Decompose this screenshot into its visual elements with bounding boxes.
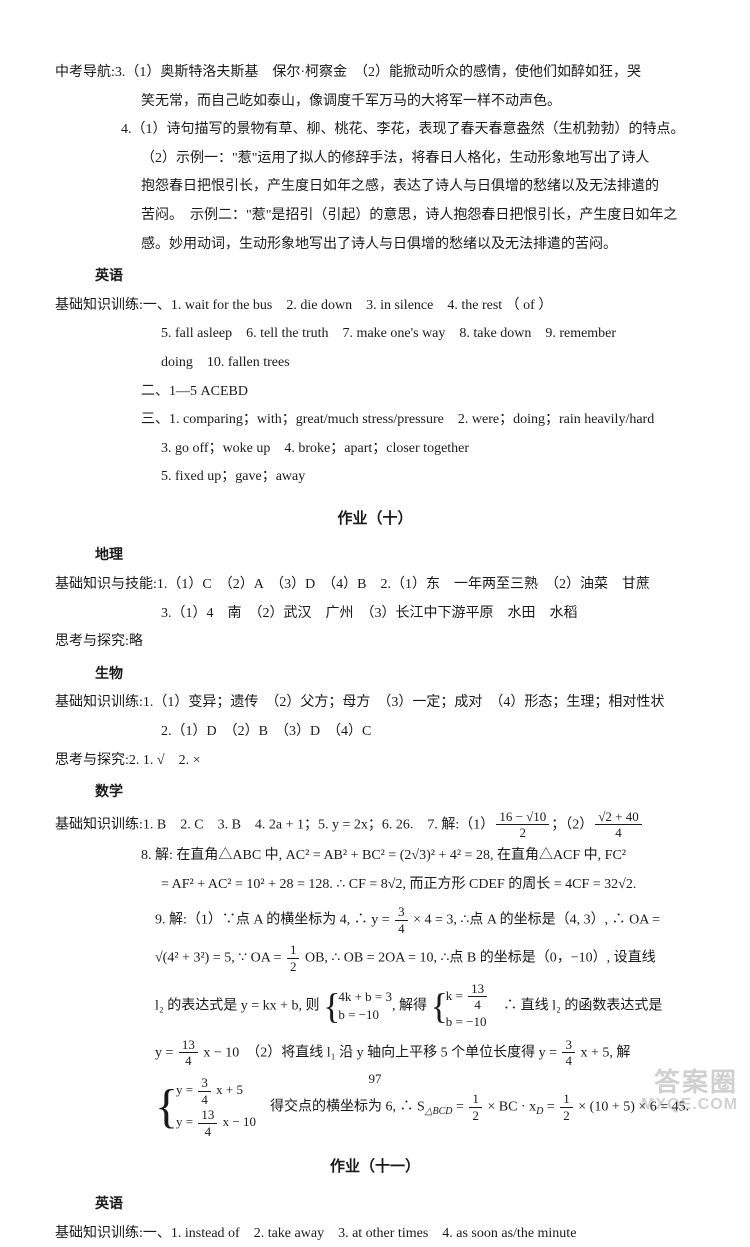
text-line: 思考与探究:略: [55, 629, 695, 656]
math-line-8a: 8. 解: 在直角△ABC 中, AC² = AB² + BC² = (2√3)…: [55, 843, 695, 870]
subject-english-2: 英语: [55, 1192, 695, 1219]
math-line-8b: = AF² + AC² = 10² + 28 = 128. ∴ CF = 8√2…: [55, 872, 695, 899]
text-line: 基础知识与技能:1.（1）C （2）A （3）D （4）B 2.（1）东 一年两…: [55, 572, 695, 599]
text-line: 思考与探究:2. 1. √ 2. ×: [55, 748, 695, 775]
text-line: 基础知识训练:一、1. wait for the bus 2. die down…: [55, 293, 695, 320]
math-line-7: 基础知识训练:1. B 2. C 3. B 4. 2a + 1；5. y = 2…: [55, 809, 695, 841]
watermark-en: MXQE.COM: [641, 1096, 738, 1114]
fraction: 12: [287, 942, 300, 974]
zk-label: 中考导航:: [55, 65, 115, 80]
text-line: doing 10. fallen trees: [55, 350, 695, 377]
text-line: 5. fall asleep 6. tell the truth 7. make…: [55, 321, 695, 348]
math-line-9a: 9. 解:（1）∵点 A 的横坐标为 4, ∴ y = 34 × 4 = 3, …: [55, 904, 695, 936]
text-line: 感。妙用动词，生动形象地写出了诗人与日俱增的愁绪以及无法排遣的苦闷。: [55, 232, 695, 259]
text-line: 二、1—5 ACEBD: [55, 379, 695, 406]
text-line: 3. go off；woke up 4. broke；apart；closer …: [55, 436, 695, 463]
math-line-9b: √(4² + 3²) = 5, ∵ OA = 12 OB, ∴ OB = 2OA…: [55, 942, 695, 974]
text-line: 基础知识训练:一、1. instead of 2. take away 3. a…: [55, 1221, 695, 1247]
fraction: 34: [395, 904, 408, 936]
watermark: 答案圈 MXQE.COM: [641, 1068, 738, 1114]
subject-english: 英语: [55, 264, 695, 291]
zk-line: 中考导航:3.（1）奥斯特洛夫斯基 保尔·柯察金 （2）能掀动听众的感情，使他们…: [55, 60, 695, 87]
text-line: 5. fixed up；gave；away: [55, 464, 695, 491]
fraction: √2 + 404: [595, 809, 641, 841]
fraction: 134: [198, 1107, 217, 1139]
text-line: 3.（1）4 南 （2）武汉 广州 （3）长江中下游平原 水田 水稻: [55, 601, 695, 628]
fraction: 16 − √102: [496, 809, 549, 841]
homework-10-title: 作业（十）: [55, 505, 695, 534]
text-line: 笑无常，而自己屹如泰山，像调度千军万马的大将军一样不动声色。: [55, 89, 695, 116]
fraction: 12: [469, 1091, 482, 1123]
text-line: 2.（1）D （2）B （3）D （4）C: [55, 719, 695, 746]
fraction: 12: [560, 1091, 573, 1123]
text-line: 抱怨春日把恨引长，产生度日如年之感，表达了诗人与日俱增的愁绪以及无法排遣的: [55, 174, 695, 201]
subject-biology: 生物: [55, 662, 695, 689]
text-line: 苦闷。 示例二："惹"是招引（引起）的意思，诗人抱怨春日把恨引长，产生度日如年之: [55, 203, 695, 230]
fraction: 34: [562, 1037, 575, 1069]
fraction: 134: [468, 981, 487, 1013]
subject-geography: 地理: [55, 543, 695, 570]
text-line: 基础知识训练:1.（1）变异；遗传 （2）父方；母方 （3）一定；成对 （4）形…: [55, 690, 695, 717]
subject-math: 数学: [55, 780, 695, 807]
page-number: 97: [0, 1067, 750, 1092]
text-line: 三、1. comparing；with；great/much stress/pr…: [55, 407, 695, 434]
text-line: 4.（1）诗句描写的景物有草、柳、桃花、李花，表现了春天春意盎然（生机勃勃）的特…: [55, 117, 695, 144]
fraction: 134: [179, 1037, 198, 1069]
math-line-9d: y = 134 x − 10 （2）将直线 l₁ 沿 y 轴向上平移 5 个单位…: [55, 1037, 695, 1069]
watermark-cn: 答案圈: [641, 1068, 738, 1097]
math-line-9c: l₂ 的表达式是 y = kx + b, 则 {4k + b = 3b = −1…: [55, 981, 695, 1031]
text-line: （2）示例一："惹"运用了拟人的修辞手法，将春日人格化，生动形象地写出了诗人: [55, 146, 695, 173]
homework-11-title: 作业（十一）: [55, 1153, 695, 1182]
